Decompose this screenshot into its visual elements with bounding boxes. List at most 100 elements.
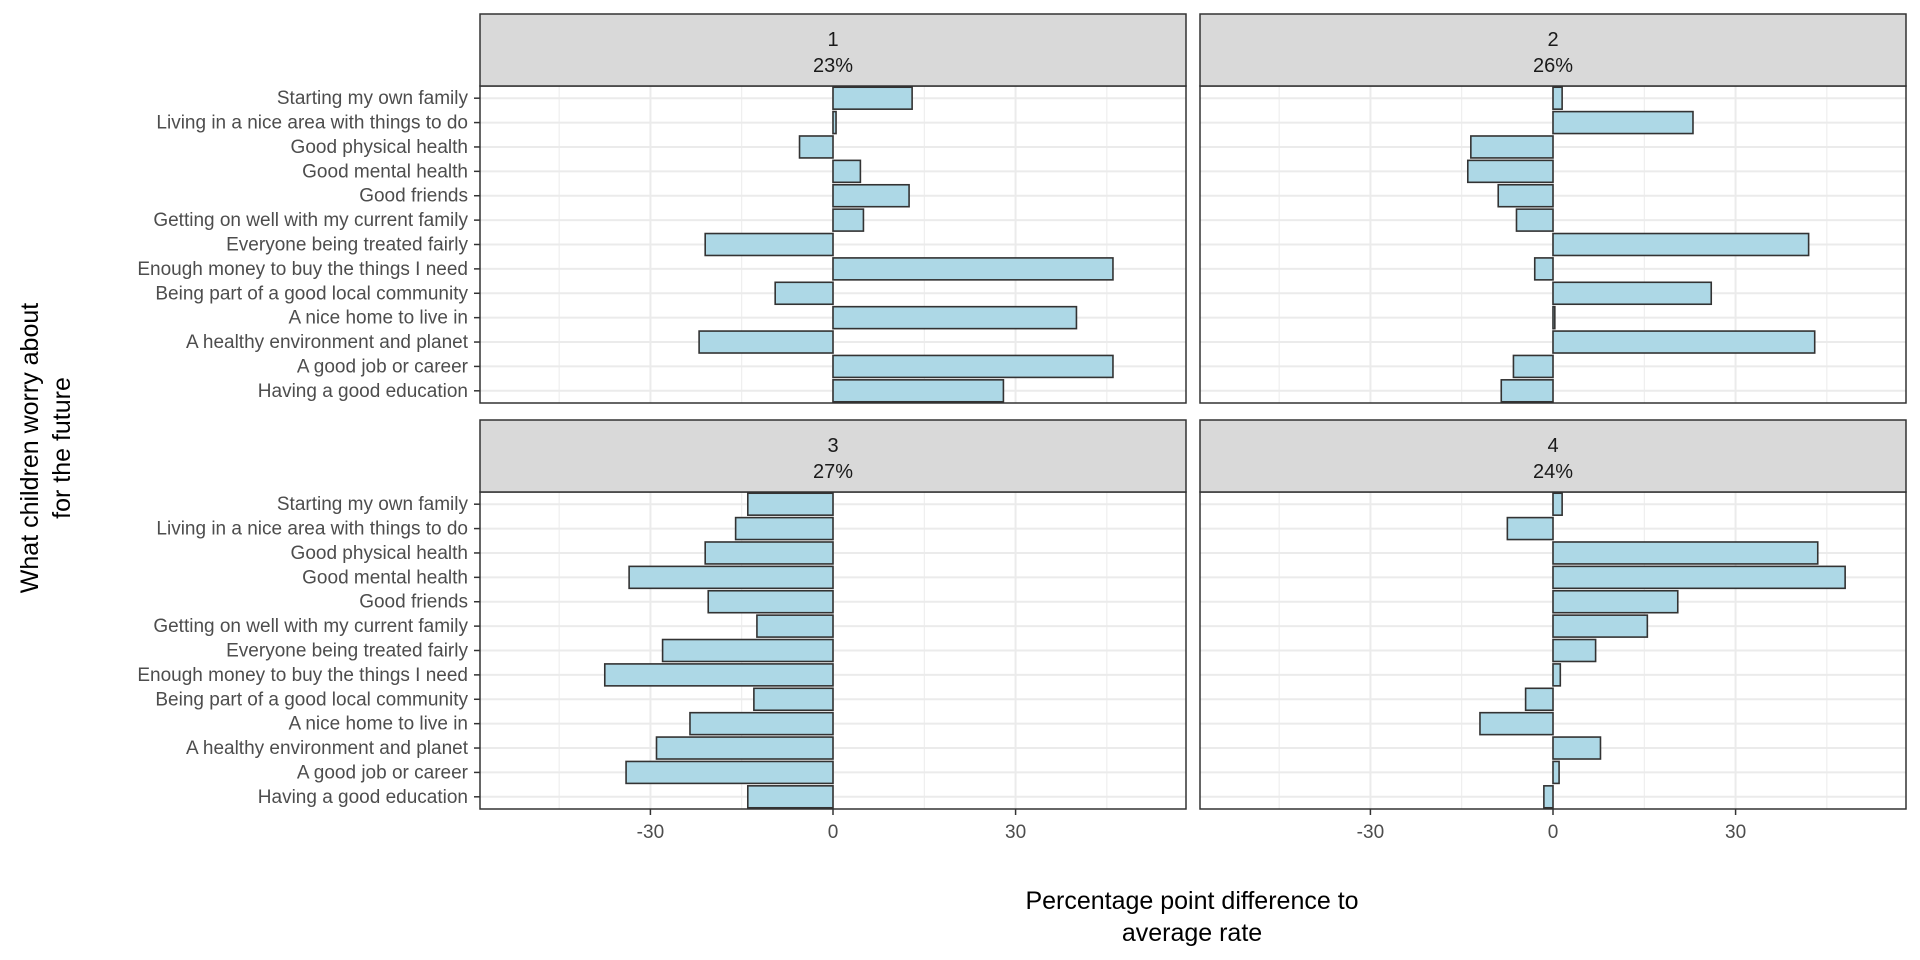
bar-3 xyxy=(704,541,834,565)
category-label: Good physical health xyxy=(291,137,468,158)
bar-3 xyxy=(798,135,834,159)
bar-11 xyxy=(698,330,834,354)
bar-1 xyxy=(1552,492,1563,516)
bar-12 xyxy=(1512,354,1554,379)
bar-3 xyxy=(1470,135,1554,159)
bar-12 xyxy=(625,760,834,785)
panel-3: 3 27% Starting my own family Living in a ni… xyxy=(137,419,1187,843)
category-label: Starting my own family xyxy=(277,88,469,109)
strip-title: 1 xyxy=(827,29,838,51)
x-tick-label: 0 xyxy=(1548,822,1559,843)
strip-title: 4 xyxy=(1547,435,1558,457)
category-label: Good friends xyxy=(359,186,468,207)
bar-2 xyxy=(1506,516,1554,541)
category-label: Getting on well with my current family xyxy=(153,616,468,637)
category-label: Being part of a good local community xyxy=(155,283,468,304)
bar-2 xyxy=(734,516,834,541)
category-label: Good friends xyxy=(359,592,468,613)
bar-2 xyxy=(832,110,837,135)
panel-4: 4 24% -30 0 30 xyxy=(1199,419,1907,843)
category-label: A healthy environment and planet xyxy=(186,738,469,759)
bar-13 xyxy=(1543,785,1554,809)
bar-11 xyxy=(1552,736,1602,760)
x-tick-label: -30 xyxy=(637,822,664,843)
bar-4 xyxy=(1466,159,1554,184)
bar-7 xyxy=(704,232,834,257)
bar-9 xyxy=(1524,687,1554,712)
category-label: Getting on well with my current family xyxy=(153,210,468,231)
bar-3 xyxy=(1552,541,1819,565)
x-tick-label: 30 xyxy=(1005,822,1026,843)
x-tick-label: -30 xyxy=(1357,822,1384,843)
bar-12 xyxy=(1552,760,1560,785)
bar-9 xyxy=(753,687,834,712)
bar-1 xyxy=(1552,86,1563,110)
category-label: Good mental health xyxy=(302,161,468,182)
bar-5 xyxy=(707,589,834,614)
category-label: Good physical health xyxy=(291,543,468,564)
strip-title: 3 xyxy=(827,435,838,457)
bar-13 xyxy=(832,379,1005,403)
category-label: Living in a nice area with things to do xyxy=(156,519,468,540)
bar-10 xyxy=(1552,305,1556,330)
x-axis-title-line-2: average rate xyxy=(1122,919,1262,947)
bar-11 xyxy=(655,736,834,760)
category-label: Having a good education xyxy=(258,787,468,808)
strip-background xyxy=(1199,13,1907,87)
panel-2: 226% xyxy=(1199,13,1907,404)
bar-7 xyxy=(1552,232,1810,257)
category-label: A healthy environment and planet xyxy=(186,332,469,353)
bar-6 xyxy=(832,208,865,232)
category-label: Enough money to buy the things I need xyxy=(137,259,468,280)
bar-13 xyxy=(746,785,834,809)
bar-10 xyxy=(689,711,834,736)
strip-background xyxy=(479,13,1187,87)
category-label: A nice home to live in xyxy=(288,308,468,329)
category-label: A good job or career xyxy=(297,762,469,783)
category-label: Living in a nice area with things to do xyxy=(156,113,468,134)
bar-8 xyxy=(603,663,834,687)
bar-9 xyxy=(1552,281,1713,306)
category-label: Starting my own family xyxy=(277,494,469,515)
bar-2 xyxy=(1552,110,1694,135)
bar-9 xyxy=(774,281,834,306)
strip-subtitle: 24% xyxy=(1533,461,1573,483)
y-axis-title-line-2: for the future xyxy=(48,377,76,519)
panel-1: 1 23% Starting my own family Living in a ni… xyxy=(137,13,1187,404)
strip-background xyxy=(1199,419,1907,493)
category-label: A nice home to live in xyxy=(288,714,468,735)
bar-10 xyxy=(832,305,1078,330)
bar-5 xyxy=(832,183,910,208)
bar-6 xyxy=(1515,208,1554,232)
bar-1 xyxy=(832,86,913,110)
bar-8 xyxy=(832,257,1114,281)
x-tick-label: 0 xyxy=(828,822,839,843)
bar-8 xyxy=(1552,663,1562,687)
bar-4 xyxy=(832,159,862,184)
bar-6 xyxy=(756,614,834,638)
category-label: Enough money to buy the things I need xyxy=(137,665,468,686)
x-tick-label: 30 xyxy=(1725,822,1746,843)
bar-4 xyxy=(1552,565,1846,590)
category-label: Good mental health xyxy=(302,567,468,588)
category-label: Everyone being treated fairly xyxy=(226,235,468,256)
category-label: Everyone being treated fairly xyxy=(226,641,468,662)
panels-layer: 1 23% Starting my own family Living in a ni… xyxy=(137,13,1907,843)
category-label: A good job or career xyxy=(297,356,469,377)
strip-background xyxy=(479,419,1187,493)
category-label: Having a good education xyxy=(258,381,468,402)
bar-13 xyxy=(1500,379,1554,403)
bar-5 xyxy=(1552,589,1679,614)
bar-11 xyxy=(1552,330,1816,354)
bar-6 xyxy=(1552,614,1649,638)
bar-7 xyxy=(1552,638,1597,663)
x-axis-title-line-1: Percentage point difference to xyxy=(1025,887,1358,915)
strip-title: 2 xyxy=(1547,29,1558,51)
bar-1 xyxy=(746,492,834,516)
category-label: Being part of a good local community xyxy=(155,689,468,710)
strip-subtitle: 27% xyxy=(813,461,853,483)
bar-4 xyxy=(628,565,834,590)
bar-12 xyxy=(832,354,1114,379)
strip-subtitle: 26% xyxy=(1533,55,1573,77)
